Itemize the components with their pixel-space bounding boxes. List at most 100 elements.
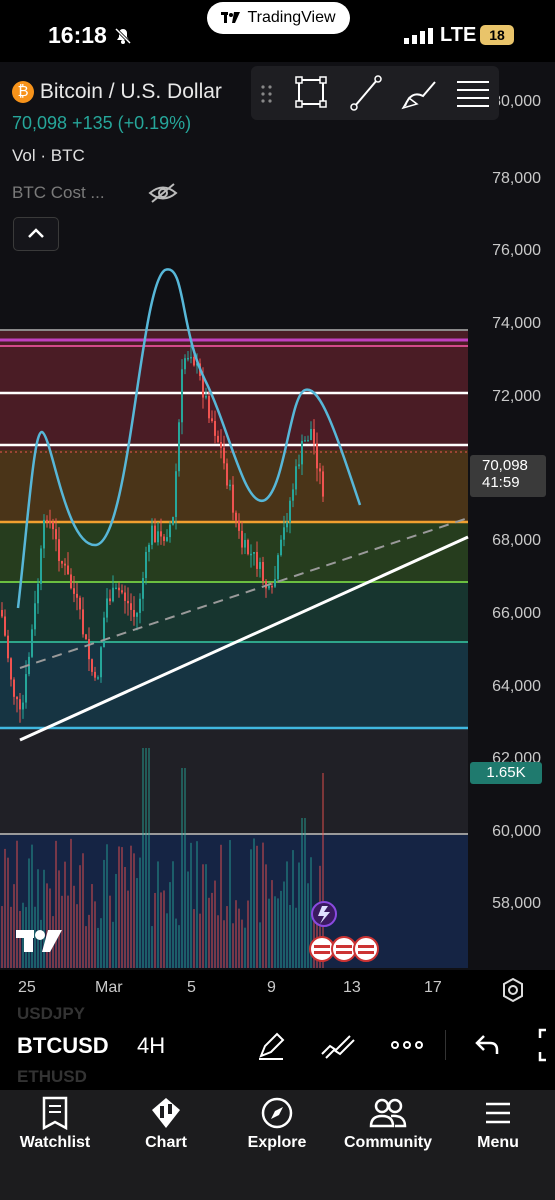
indicators-icon[interactable] [320, 1032, 356, 1060]
candle-body [43, 519, 45, 549]
nav-menu[interactable]: Menu [458, 1090, 538, 1160]
volume-bar [169, 882, 171, 968]
drawn-curve[interactable] [16, 268, 362, 609]
trendline-dashed[interactable] [19, 517, 469, 669]
more-options-icon[interactable] [390, 1038, 424, 1052]
candle-body [319, 468, 321, 472]
price-label: 60,000 [492, 823, 541, 840]
symbol-title[interactable]: ₿ Bitcoin / U.S. Dollar [12, 80, 222, 104]
candle-body [169, 524, 171, 538]
volume-bar [280, 890, 282, 968]
events-icon[interactable] [311, 901, 337, 927]
candle-body [10, 658, 12, 680]
chart-canvas[interactable] [0, 62, 555, 970]
trendline[interactable] [19, 535, 469, 742]
menu-icon [486, 1102, 510, 1124]
symbol-bar [0, 1010, 555, 1090]
us-flag-icon[interactable] [309, 936, 379, 962]
symbol-selector[interactable]: BTCUSD [17, 1033, 109, 1058]
volume-bar [115, 873, 117, 968]
volume-bar [151, 926, 153, 968]
volume-bar [190, 842, 192, 968]
candle-body [34, 603, 36, 630]
chart-nav-icon [152, 1098, 180, 1128]
candlesticks [1, 343, 324, 723]
volume-bar [70, 838, 72, 968]
candle-body [157, 531, 159, 543]
zone-green [0, 522, 468, 582]
volume-bar [283, 881, 285, 968]
rectangle-tool-icon[interactable] [295, 76, 327, 108]
interval-selector[interactable]: 4H [137, 1033, 166, 1058]
trend-line-tool-icon[interactable] [350, 75, 382, 111]
signal-icon [404, 28, 433, 44]
candle-body [103, 617, 105, 648]
price-label: 74,000 [492, 315, 541, 332]
candle-body [64, 563, 66, 566]
candle-body [247, 540, 249, 555]
volume-bar [271, 880, 273, 968]
collapse-legend-button[interactable] [13, 217, 59, 251]
candle-body [121, 590, 123, 593]
symbol-title-text: Bitcoin / U.S. Dollar [39, 80, 222, 103]
volume-bar [208, 897, 210, 968]
nav-label: Community [344, 1134, 432, 1151]
nav-community[interactable]: Community [338, 1090, 438, 1160]
time-label: 5 [187, 979, 196, 996]
volume-bar [265, 864, 267, 968]
volume-bar [31, 844, 33, 968]
cost-indicator-label[interactable]: BTC Cost ... [12, 183, 105, 202]
volume-bar [277, 898, 279, 968]
volume-bar [88, 914, 90, 968]
nav-label: Watchlist [19, 1134, 91, 1151]
volume-indicator-label[interactable]: Vol · BTC [12, 146, 85, 165]
fullscreen-icon[interactable] [534, 1028, 555, 1062]
volume-bar [184, 768, 186, 968]
candle-body [262, 562, 264, 582]
volume-bar [79, 865, 81, 968]
price-change-line: 70,098 +135 (+0.19%) [12, 113, 192, 133]
price-chart[interactable] [0, 62, 555, 970]
time-axis[interactable]: 25 Mar 5 9 13 17 [0, 970, 555, 1010]
settings-lines-icon[interactable] [457, 81, 489, 107]
brush-tool-icon[interactable] [401, 81, 436, 110]
volume-bar [199, 913, 201, 968]
nav-explore[interactable]: Explore [232, 1090, 322, 1160]
volume-bar [73, 885, 75, 968]
price-label: 80,000 [492, 93, 541, 110]
undo-icon[interactable] [474, 1032, 500, 1056]
volume-bar [112, 921, 114, 968]
candle-body [271, 585, 273, 588]
candle-body [130, 603, 132, 610]
adjacent-symbol-above[interactable]: USDJPY [17, 1004, 86, 1023]
volume-bar [28, 858, 30, 968]
candle-body [25, 674, 27, 703]
volume-bar [76, 904, 78, 968]
candle-body [13, 679, 15, 697]
candle-body [274, 579, 276, 587]
volume-bar [202, 864, 204, 968]
candle-body [160, 531, 162, 537]
eye-hidden-icon[interactable] [148, 182, 178, 204]
candle-body [115, 587, 117, 590]
candle-body [208, 395, 210, 419]
chart-settings-gear-icon[interactable] [500, 977, 526, 1003]
volume-bar [4, 848, 6, 968]
volume-bar [262, 842, 264, 968]
volume-bar [223, 920, 225, 968]
adjacent-symbol-below[interactable]: ETHUSD [17, 1067, 87, 1086]
drawing-pen-icon[interactable] [255, 1030, 287, 1062]
volume-bar [124, 866, 126, 968]
community-icon [369, 1098, 407, 1128]
drag-handle-icon[interactable] [261, 85, 272, 103]
candle-body [298, 464, 300, 467]
volume-bar [13, 884, 15, 968]
candle-body [67, 565, 69, 575]
candle-body [100, 647, 102, 678]
candle-body [295, 466, 297, 490]
nav-chart[interactable]: Chart [121, 1090, 211, 1160]
candle-body [55, 529, 57, 540]
candle-body [226, 463, 228, 486]
candle-body [289, 500, 291, 523]
nav-watchlist[interactable]: Watchlist [10, 1090, 100, 1160]
